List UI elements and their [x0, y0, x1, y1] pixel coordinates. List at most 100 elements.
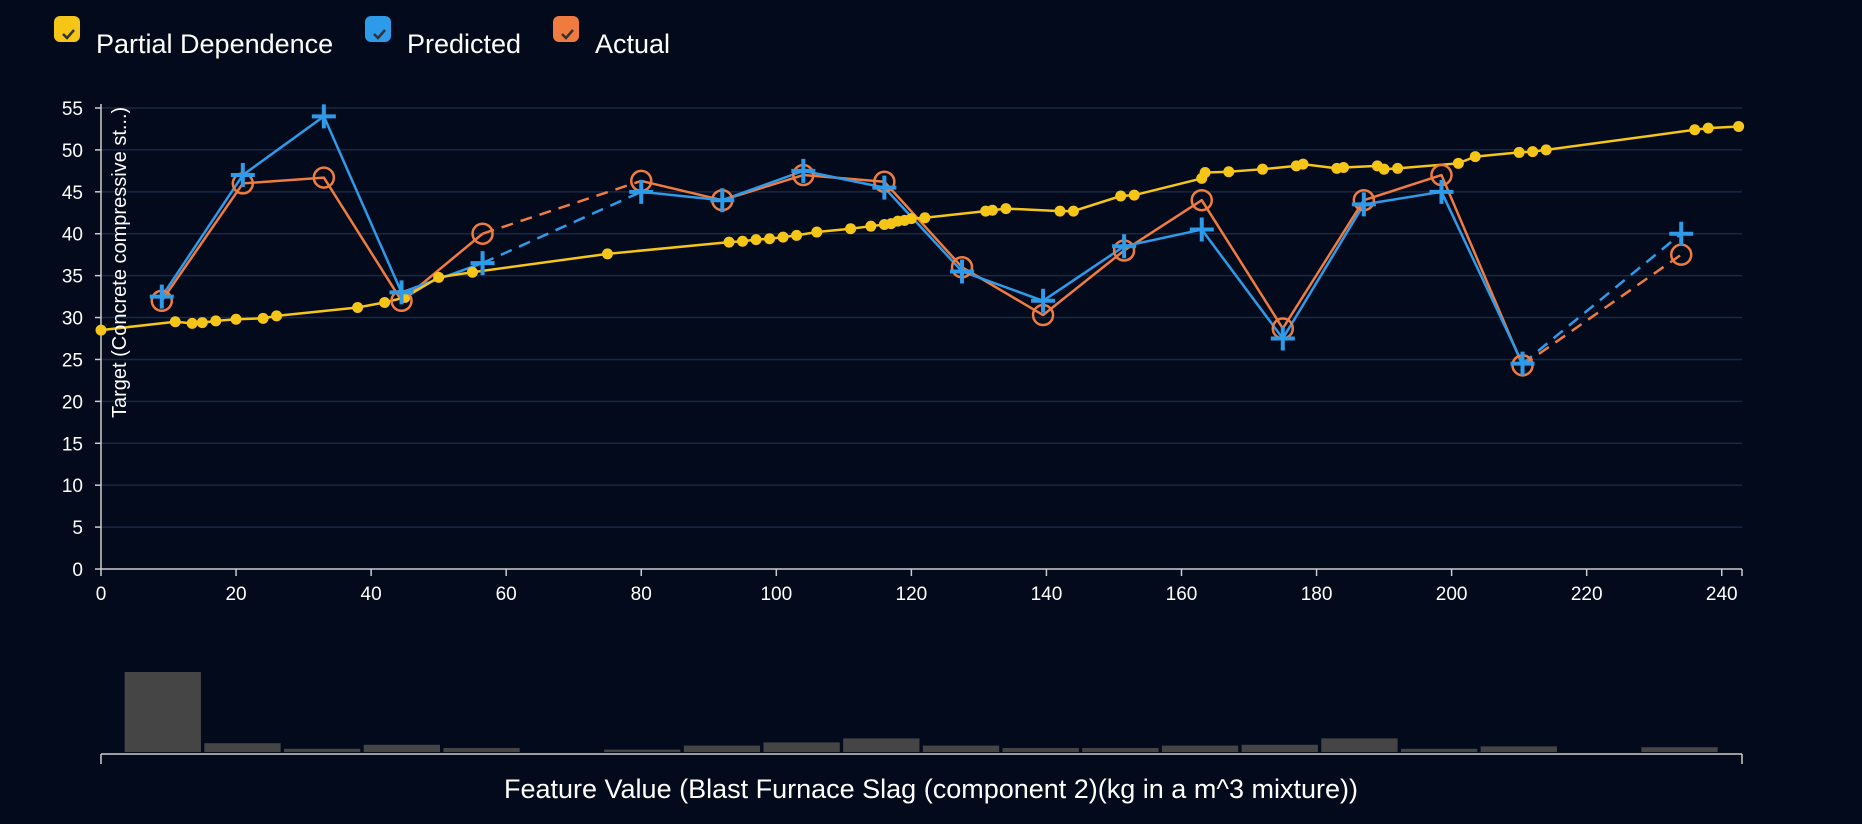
y-tick-label: 10	[62, 476, 83, 497]
partial-dependence-point	[196, 317, 208, 329]
checkmark-icon	[373, 29, 386, 40]
partial-dependence-point	[186, 317, 198, 329]
partial-dependence-point	[750, 234, 762, 246]
partial-dependence-point	[1054, 205, 1066, 217]
x-tick-label: 220	[1571, 584, 1603, 605]
actual-line-segment	[482, 179, 642, 235]
partial-dependence-point	[1000, 203, 1012, 215]
partial-dependence-point	[1067, 205, 1079, 217]
partial-dependence-point	[1469, 151, 1481, 163]
partial-dependence-point	[1527, 146, 1539, 158]
partial-dependence-point	[601, 248, 613, 260]
y-tick-label: 50	[62, 141, 83, 162]
actual-point	[471, 222, 494, 245]
y-tick-label: 55	[62, 99, 83, 120]
predicted-point	[629, 179, 654, 204]
x-tick-label: 100	[760, 584, 792, 605]
actual-point	[1669, 243, 1693, 266]
y-tick-label: 35	[62, 267, 83, 288]
partial-dependence-point	[210, 315, 222, 327]
x-tick-label: 80	[631, 584, 652, 605]
predicted-point	[470, 251, 495, 276]
predicted-point	[1351, 192, 1376, 217]
y-tick-label: 45	[62, 183, 83, 204]
legend-swatch-icon	[365, 16, 391, 42]
partial-dependence-point	[1540, 144, 1552, 156]
partial-dependence-point	[905, 213, 917, 225]
histogram-bar	[124, 672, 201, 752]
predicted-point	[1270, 326, 1295, 351]
predicted-point	[149, 284, 174, 309]
histogram-bar	[204, 743, 281, 752]
actual-line-segment	[640, 173, 1524, 366]
partial-dependence-point	[1297, 158, 1309, 170]
partial-dependence-point	[845, 223, 857, 235]
partial-dependence-point	[1733, 120, 1745, 132]
histogram-bar	[284, 748, 361, 752]
legend-swatch-icon	[553, 16, 579, 42]
partial-dependence-point	[230, 313, 242, 325]
partial-dependence-point	[764, 233, 776, 245]
actual-point	[312, 166, 336, 189]
predicted-point	[791, 158, 816, 183]
histogram-bar	[683, 745, 761, 752]
predicted-line-segment	[1521, 232, 1683, 365]
partial-dependence-point	[1392, 162, 1404, 174]
predicted-point	[950, 259, 975, 284]
actual-point	[1190, 188, 1214, 212]
partial-dependence-point	[352, 301, 364, 313]
y-tick-label: 20	[62, 392, 83, 413]
x-tick-label: 200	[1436, 584, 1468, 605]
histogram-bar	[1241, 744, 1318, 752]
axes: 0 5 10 15 20 25 30 35 40 45 50 55 0 20 40 60 80 100 120 140…	[62, 99, 1743, 605]
partial-dependence-point	[723, 236, 735, 248]
histogram-bar	[1321, 738, 1398, 752]
y-tick-label: 25	[62, 350, 83, 371]
partial-dependence-point	[379, 296, 391, 308]
x-tick-label: 20	[225, 584, 246, 605]
predicted-line-segment	[641, 169, 1524, 365]
partial-dependence-point	[1338, 162, 1350, 174]
partial-dependence-point	[986, 204, 998, 216]
x-tick-label: 160	[1166, 584, 1198, 605]
partial-dependence-point	[1378, 163, 1390, 175]
histogram-bar	[1161, 745, 1239, 752]
partial-dependence-point	[271, 310, 283, 322]
predicted-point	[389, 280, 414, 305]
partial-dependence-point	[1257, 163, 1269, 175]
legend-item-partial-dependence[interactable]: Partial Dependence	[54, 16, 333, 59]
histogram-bar	[1002, 748, 1079, 752]
partial-dependence-point	[1223, 166, 1235, 178]
checkmark-icon	[62, 29, 75, 40]
x-tick-label: 40	[361, 584, 382, 605]
x-tick-label: 60	[496, 584, 517, 605]
series-layer	[95, 104, 1745, 377]
predicted-point	[1429, 179, 1454, 204]
x-tick-label: 120	[896, 584, 928, 605]
y-tick-label: 15	[62, 434, 83, 455]
partial-dependence-point	[466, 266, 478, 278]
actual-line-segment	[160, 176, 484, 303]
partial-dependence-point	[1513, 146, 1525, 158]
partial-dependence-point	[865, 220, 877, 232]
histogram-bar	[443, 748, 520, 752]
histogram-bar	[1400, 748, 1478, 752]
partial-dependence-point	[169, 316, 181, 328]
predicted-point	[710, 188, 735, 213]
gridlines	[101, 107, 1742, 528]
histogram-bar	[763, 742, 840, 752]
partial-dependence-point	[811, 226, 823, 238]
y-tick-label: 40	[62, 225, 83, 246]
partial-dependence-point	[919, 212, 931, 224]
partial-dependence-point	[1128, 189, 1140, 201]
predicted-point	[311, 104, 336, 129]
y-tick-label: 0	[72, 560, 83, 581]
partial-dependence-point	[433, 271, 445, 283]
partial-dependence-point	[257, 312, 269, 324]
partial-dependence-point	[777, 231, 789, 243]
legend-item-actual[interactable]: Actual	[553, 16, 670, 59]
histogram-bar	[604, 749, 681, 752]
predicted-point	[1031, 288, 1056, 313]
legend-item-predicted[interactable]: Predicted	[365, 16, 521, 59]
